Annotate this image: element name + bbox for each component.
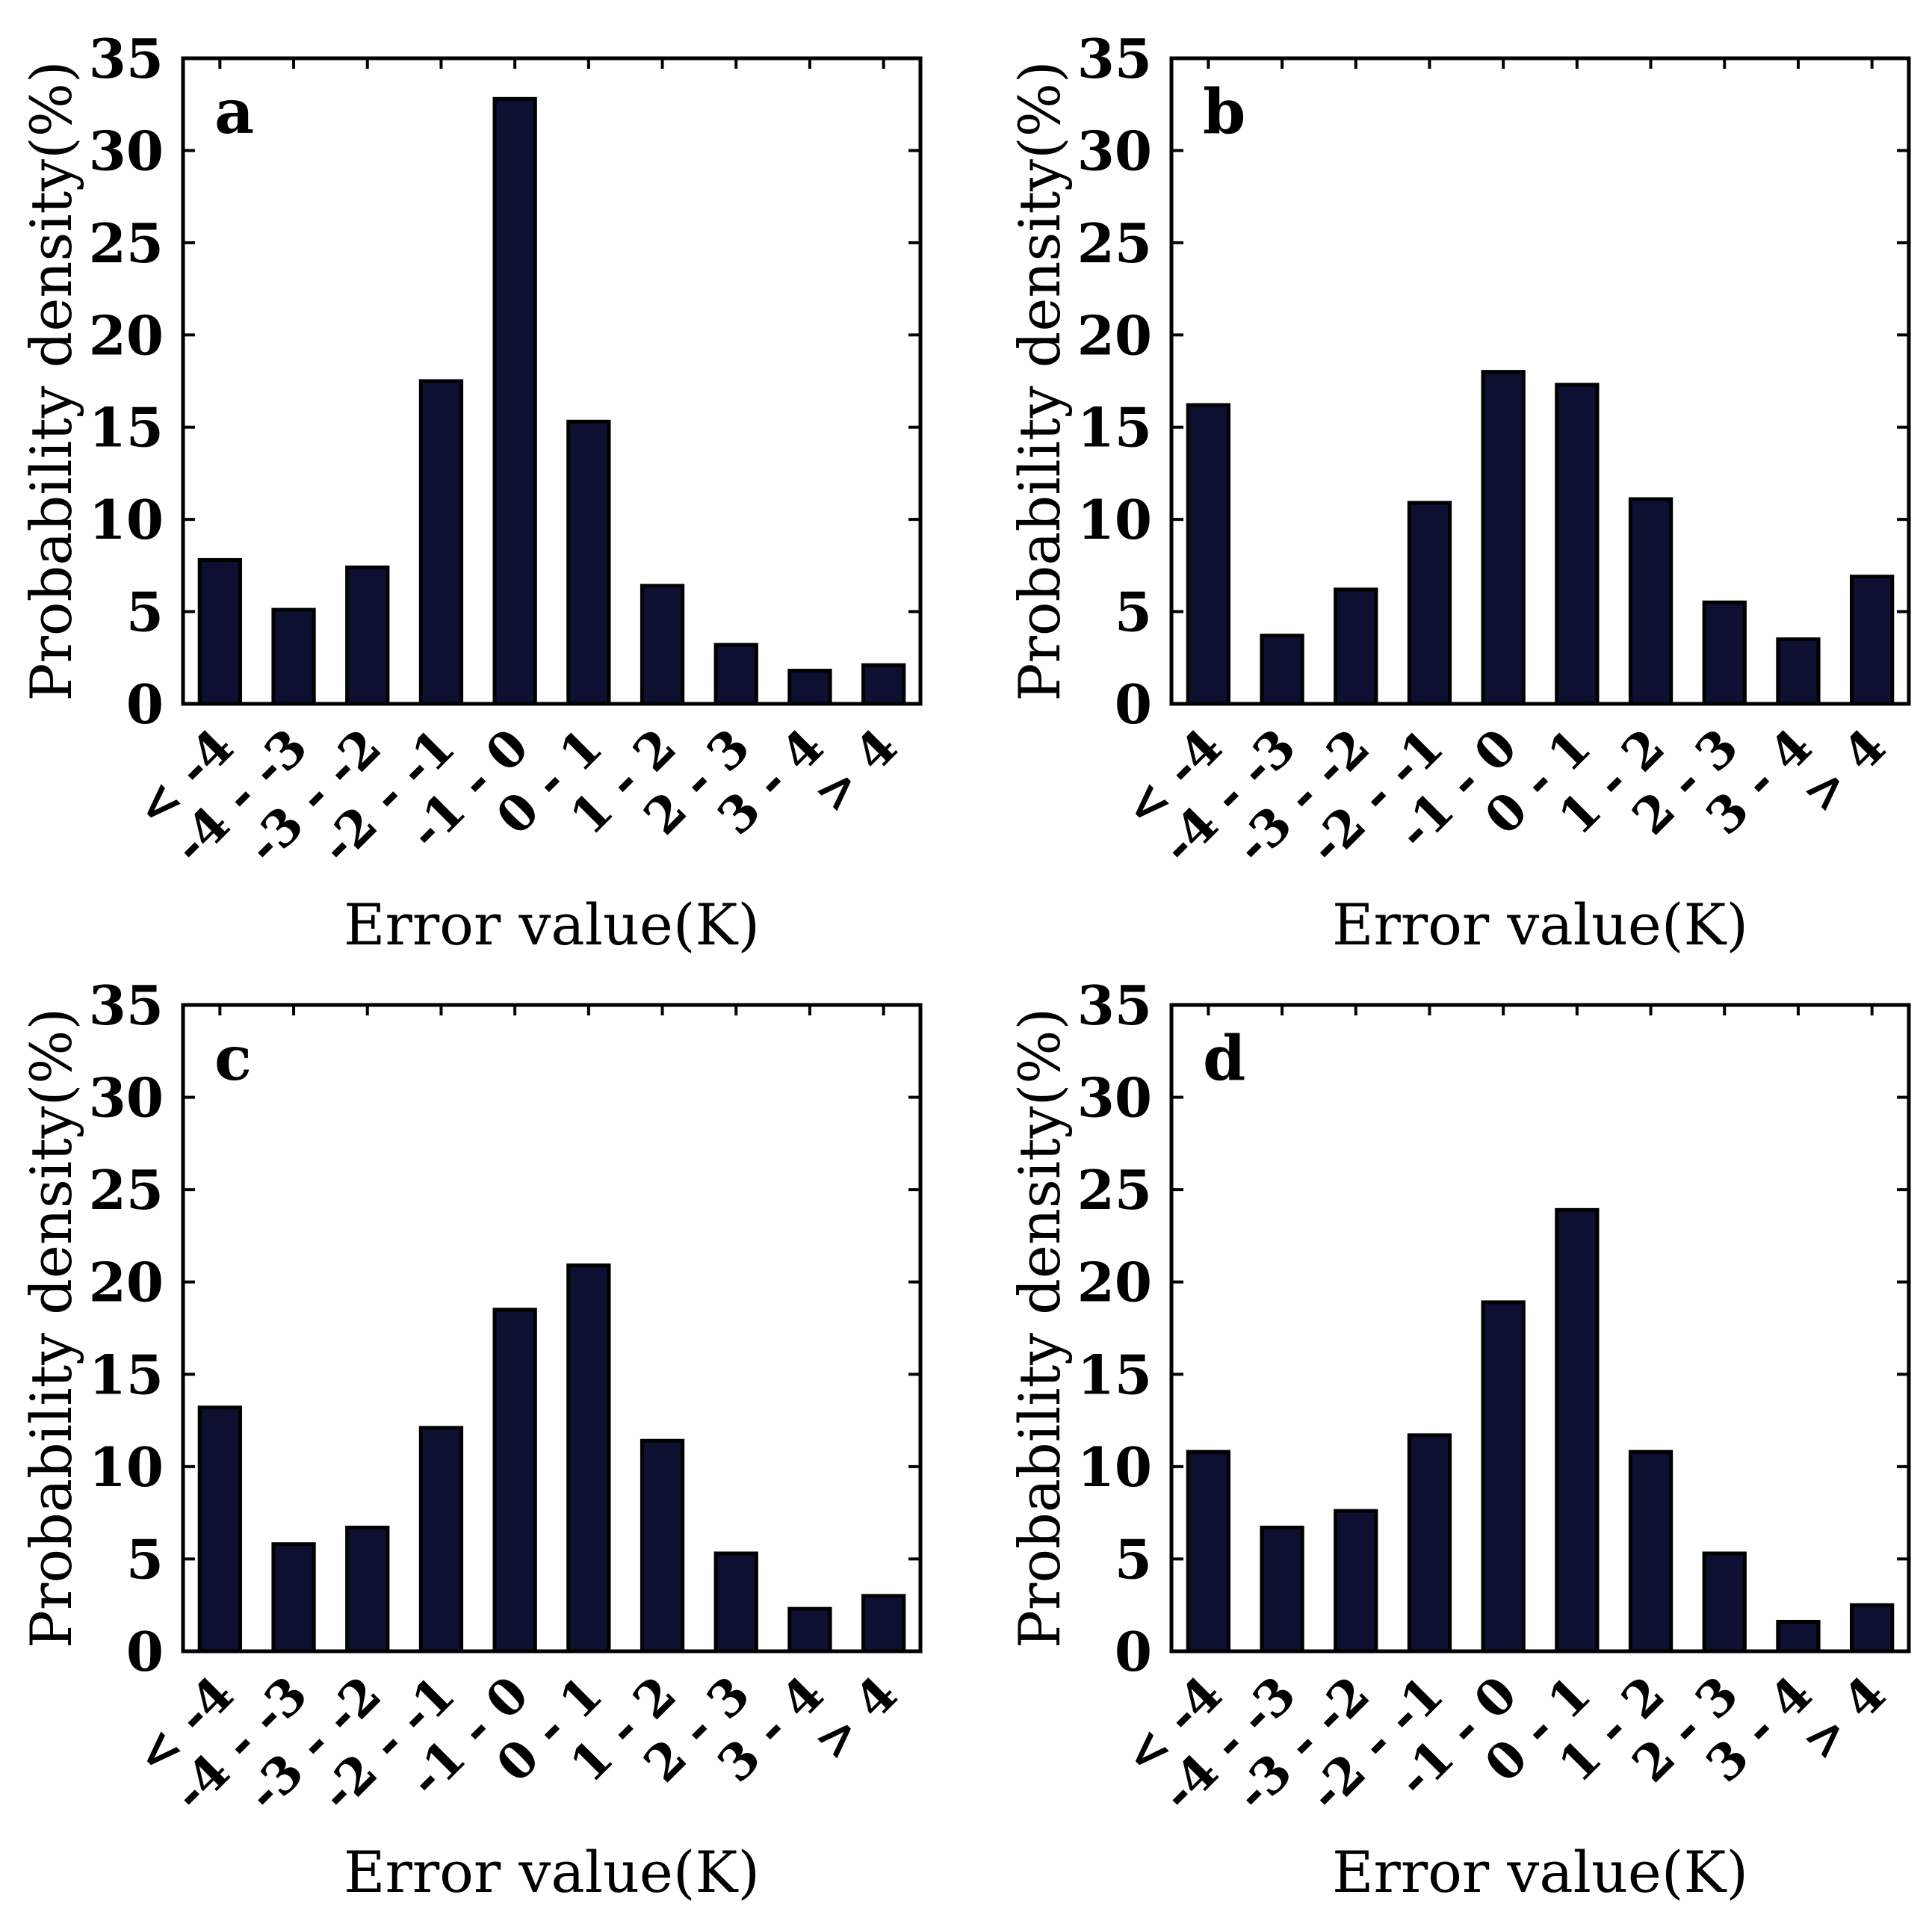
panel-letter: a <box>214 76 254 148</box>
y-axis-title: Probability density(%) <box>1006 1008 1073 1648</box>
bar-b-9 <box>1850 575 1895 706</box>
bar-d-9 <box>1850 1603 1895 1654</box>
bar-d-3 <box>1407 1433 1452 1654</box>
bar-a-5 <box>566 419 611 706</box>
bar-d-1 <box>1260 1525 1304 1654</box>
y-axis-title: Probability density(%) <box>18 61 84 701</box>
plot-frame <box>1169 56 1911 706</box>
y-tick-label: 10 <box>1077 488 1152 551</box>
y-tick-label: 35 <box>1077 27 1152 90</box>
y-tick-label: 20 <box>89 1251 164 1314</box>
bar-b-1 <box>1260 634 1304 706</box>
bar-a-2 <box>345 565 390 706</box>
y-tick-label: 5 <box>126 1527 164 1591</box>
bar-c-0 <box>197 1405 242 1654</box>
x-axis-title: Error value(K) <box>344 891 760 958</box>
y-axis-title: Probability density(%) <box>18 1008 84 1648</box>
plot-frame <box>181 1003 923 1654</box>
bar-b-4 <box>1481 370 1526 706</box>
panel-letter: d <box>1203 1023 1245 1095</box>
y-tick-label: 0 <box>1115 672 1152 736</box>
y-tick-label: 5 <box>1115 1527 1152 1591</box>
y-tick-label: 10 <box>1077 1435 1152 1499</box>
y-tick-label: 25 <box>1077 1158 1152 1222</box>
y-tick-label: 0 <box>1115 1620 1152 1683</box>
bar-c-6 <box>640 1438 685 1654</box>
bar-a-3 <box>418 379 464 706</box>
bar-c-4 <box>492 1308 537 1654</box>
bar-d-6 <box>1628 1450 1674 1654</box>
x-axis-title: Error value(K) <box>1332 1839 1748 1905</box>
bar-b-8 <box>1776 637 1821 706</box>
bar-a-4 <box>492 96 537 706</box>
bar-d-4 <box>1481 1300 1526 1654</box>
y-tick-label: 30 <box>89 119 164 182</box>
y-tick-label: 0 <box>126 1620 164 1683</box>
bar-c-7 <box>713 1551 758 1654</box>
y-tick-label: 30 <box>89 1066 164 1130</box>
bar-b-2 <box>1334 587 1378 706</box>
y-tick-label: 15 <box>89 1343 164 1406</box>
y-tick-label: 25 <box>1077 211 1152 275</box>
x-category-label: > 4 <box>802 717 908 824</box>
bar-b-7 <box>1702 600 1747 706</box>
y-axis-title: Probability density(%) <box>1006 61 1073 701</box>
bar-c-2 <box>345 1525 390 1654</box>
x-axis-title: Error value(K) <box>1332 891 1748 958</box>
bar-d-2 <box>1334 1509 1378 1654</box>
bar-d-7 <box>1702 1551 1747 1654</box>
bar-d-0 <box>1186 1450 1230 1654</box>
y-tick-label: 30 <box>1077 1066 1152 1130</box>
bar-a-8 <box>787 669 832 706</box>
y-tick-label: 10 <box>89 488 164 551</box>
plot-frame <box>1169 1003 1911 1654</box>
bar-c-9 <box>861 1594 906 1654</box>
y-tick-label: 20 <box>1077 303 1152 367</box>
bar-b-0 <box>1186 403 1230 706</box>
bar-d-5 <box>1555 1207 1600 1654</box>
x-category-label: > 4 <box>802 1665 908 1772</box>
bar-a-0 <box>197 557 242 706</box>
bar-a-6 <box>640 584 685 706</box>
y-tick-label: 25 <box>89 1158 164 1222</box>
bar-b-6 <box>1628 497 1674 706</box>
y-tick-label: 35 <box>89 974 164 1037</box>
y-tick-label: 5 <box>1115 581 1152 644</box>
y-tick-label: 30 <box>1077 119 1152 182</box>
panel-letter: c <box>214 1023 252 1095</box>
y-tick-label: 25 <box>89 211 164 275</box>
bar-c-8 <box>787 1606 832 1654</box>
bar-b-3 <box>1407 501 1452 706</box>
plot-frame <box>181 56 923 706</box>
bar-a-9 <box>861 663 906 706</box>
y-tick-label: 15 <box>1077 1343 1152 1406</box>
y-tick-label: 0 <box>126 672 164 736</box>
y-tick-label: 10 <box>89 1435 164 1499</box>
bar-d-8 <box>1776 1619 1821 1654</box>
bar-c-5 <box>566 1263 611 1654</box>
y-tick-label: 15 <box>1077 396 1152 460</box>
x-category-label: > 4 <box>1790 717 1897 824</box>
y-tick-label: 35 <box>89 27 164 90</box>
y-tick-label: 15 <box>89 396 164 460</box>
bar-c-1 <box>271 1542 316 1654</box>
bar-c-3 <box>418 1426 464 1654</box>
y-tick-label: 35 <box>1077 974 1152 1037</box>
y-tick-label: 5 <box>126 581 164 644</box>
bar-a-1 <box>271 607 316 706</box>
y-tick-label: 20 <box>89 303 164 367</box>
x-category-label: > 4 <box>1790 1665 1897 1772</box>
bar-a-7 <box>713 643 758 706</box>
bar-b-5 <box>1555 383 1600 706</box>
x-axis-title: Error value(K) <box>344 1839 760 1905</box>
y-tick-label: 20 <box>1077 1251 1152 1314</box>
panel-letter: b <box>1203 76 1245 148</box>
